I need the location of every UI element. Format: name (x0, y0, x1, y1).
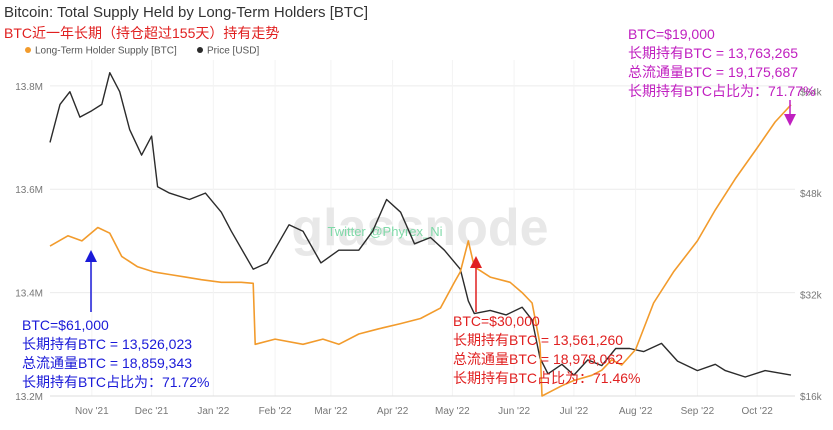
x-tick-label: Apr '22 (377, 406, 409, 417)
annotation-may-supply: 总流通量BTC = 18,978,062 (453, 351, 624, 367)
annotation-nov-lth: 长期持有BTC = 13,526,023 (22, 336, 193, 352)
legend-label: Long-Term Holder Supply [BTC] (35, 46, 177, 57)
annotation-may-ratio: 长期持有BTC占比为：71.46% (453, 370, 641, 386)
y-right-tick-label: $16k (800, 392, 823, 403)
x-tick-label: Sep '22 (681, 406, 715, 417)
legend-marker (197, 47, 203, 53)
x-tick-label: May '22 (435, 406, 470, 417)
y-right-tick-label: $32k (800, 291, 823, 302)
y-axis-right: $16k $32k $48k $64k (800, 88, 823, 403)
annotation-nov-supply: 总流通量BTC = 18,859,343 (22, 355, 193, 371)
annotation-oct-price: BTC=$19,000 (628, 26, 715, 42)
annotation-may: BTC=$30,000 长期持有BTC = 13,561,260 总流通量BTC… (453, 312, 640, 388)
series-line-price (49, 71, 792, 378)
legend-marker (25, 47, 31, 53)
grid-lines (50, 60, 795, 397)
x-tick-label: Dec '21 (135, 406, 169, 417)
x-axis: Nov '21 Dec '21 Jan '22 Feb '22 Mar '22 Apr '… (75, 406, 773, 417)
y-left-tick-label: 13.6M (15, 185, 43, 196)
y-right-tick-label: $64k (800, 88, 823, 99)
y-axis-left: 13.2M 13.4M 13.6M 13.8M (15, 82, 43, 403)
x-tick-label: Aug '22 (619, 406, 653, 417)
watermark-logo: glassnode (291, 199, 548, 257)
series-layer (49, 71, 792, 397)
x-tick-label: Jan '22 (197, 406, 229, 417)
y-left-tick-label: 13.2M (15, 392, 43, 403)
y-left-tick-label: 13.8M (15, 82, 43, 93)
annotation-oct-lth: 长期持有BTC = 13,763,265 (628, 45, 799, 61)
annotation-oct-ratio: 长期持有BTC占比为：71.77% (628, 83, 816, 99)
x-tick-label: Jul '22 (560, 406, 589, 417)
annotation-oct-supply: 总流通量BTC = 19,175,687 (628, 64, 799, 80)
x-tick-label: Feb '22 (259, 406, 292, 417)
annotation-may-lth: 长期持有BTC = 13,561,260 (453, 332, 624, 348)
annotation-may-price: BTC=$30,000 (453, 313, 540, 329)
y-left-tick-label: 13.4M (15, 289, 43, 300)
annotation-nov: BTC=$61,000 长期持有BTC = 13,526,023 总流通量BTC… (22, 316, 209, 392)
watermark-credit: Twitter @Phyrex_Ni (327, 224, 442, 239)
legend-label: Price [USD] (207, 46, 259, 57)
y-right-tick-label: $48k (800, 189, 823, 200)
series-line-lth-supply (49, 104, 792, 397)
x-tick-label: Mar '22 (314, 406, 347, 417)
chart-subtitle: BTC近一年长期（持仓超过155天）持有走势 (4, 25, 280, 41)
x-tick-label: Jun '22 (498, 406, 530, 417)
chart-legend: Long-Term Holder Supply [BTC] Price [USD] (25, 46, 259, 57)
x-tick-label: Oct '22 (741, 406, 773, 417)
chart-title: Bitcoin: Total Supply Held by Long-Term … (4, 4, 369, 21)
annotation-nov-price: BTC=$61,000 (22, 317, 109, 333)
annotation-nov-ratio: 长期持有BTC占比为：71.72% (22, 374, 210, 390)
annotation-oct: BTC=$19,000 长期持有BTC = 13,763,265 总流通量BTC… (628, 25, 815, 101)
x-tick-label: Nov '21 (75, 406, 109, 417)
